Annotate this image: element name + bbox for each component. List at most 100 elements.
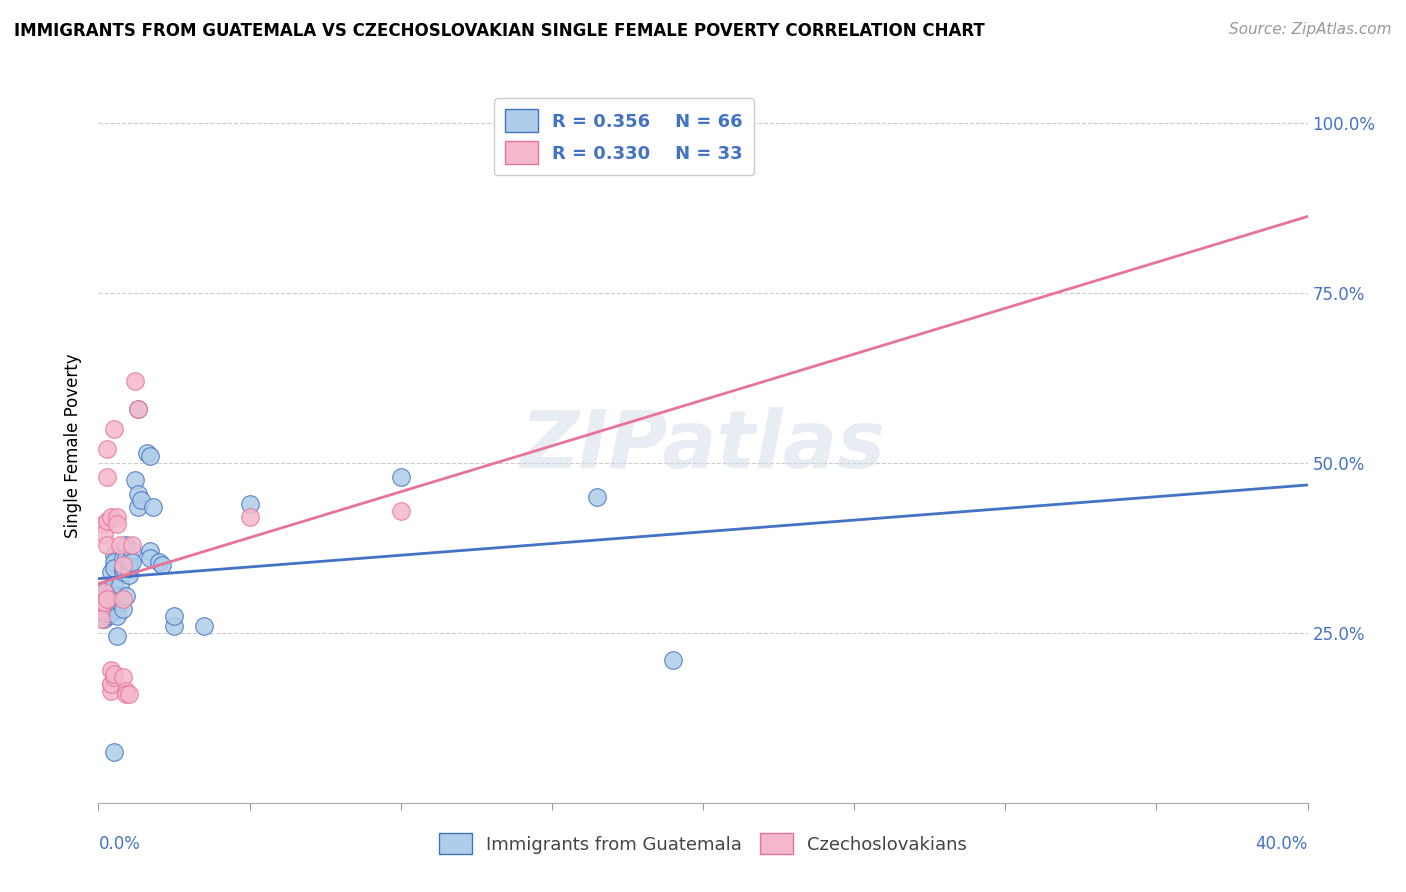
- Point: [108, 578, 131, 592]
- Point: [103, 555, 125, 569]
- Point: [163, 608, 186, 623]
- Point: [127, 486, 149, 500]
- Point: [148, 555, 170, 569]
- Point: [389, 503, 412, 517]
- Point: [135, 446, 157, 460]
- Point: [93, 599, 115, 613]
- Point: [96, 591, 118, 606]
- Point: [100, 683, 122, 698]
- Point: [100, 599, 122, 613]
- Point: [93, 612, 115, 626]
- Point: [96, 582, 118, 596]
- Point: [100, 677, 122, 691]
- Point: [93, 517, 115, 532]
- Point: [114, 589, 136, 603]
- Point: [103, 561, 125, 575]
- Point: [108, 537, 131, 551]
- Point: [124, 473, 146, 487]
- Point: [96, 589, 118, 603]
- Point: [127, 401, 149, 416]
- Point: [111, 561, 134, 575]
- Point: [239, 497, 262, 511]
- Point: [103, 422, 125, 436]
- Point: [103, 745, 125, 759]
- Point: [114, 683, 136, 698]
- Point: [100, 606, 122, 620]
- Text: 0.0%: 0.0%: [98, 835, 141, 853]
- Point: [100, 565, 122, 579]
- Point: [96, 514, 118, 528]
- Text: Source: ZipAtlas.com: Source: ZipAtlas.com: [1229, 22, 1392, 37]
- Point: [114, 687, 136, 701]
- Point: [103, 666, 125, 681]
- Point: [150, 558, 173, 572]
- Point: [111, 670, 134, 684]
- Point: [139, 449, 162, 463]
- Point: [139, 551, 162, 566]
- Point: [100, 677, 122, 691]
- Point: [129, 493, 152, 508]
- Point: [389, 469, 412, 483]
- Point: [103, 578, 125, 592]
- Text: IMMIGRANTS FROM GUATEMALA VS CZECHOSLOVAKIAN SINGLE FEMALE POVERTY CORRELATION C: IMMIGRANTS FROM GUATEMALA VS CZECHOSLOVA…: [14, 22, 984, 40]
- Y-axis label: Single Female Poverty: Single Female Poverty: [65, 354, 83, 538]
- Point: [239, 510, 262, 524]
- Point: [93, 606, 115, 620]
- Point: [96, 602, 118, 616]
- Point: [103, 670, 125, 684]
- Point: [114, 537, 136, 551]
- Point: [105, 510, 128, 524]
- Point: [586, 490, 609, 504]
- Point: [96, 595, 118, 609]
- Point: [105, 595, 128, 609]
- Point: [100, 585, 122, 599]
- Point: [118, 555, 141, 569]
- Point: [108, 595, 131, 609]
- Point: [96, 537, 118, 551]
- Point: [103, 548, 125, 562]
- Legend: Immigrants from Guatemala, Czechoslovakians: Immigrants from Guatemala, Czechoslovaki…: [432, 826, 974, 862]
- Point: [103, 595, 125, 609]
- Point: [118, 687, 141, 701]
- Point: [96, 442, 118, 457]
- Point: [118, 561, 141, 575]
- Point: [93, 527, 115, 541]
- Point: [100, 595, 122, 609]
- Point: [105, 629, 128, 643]
- Point: [118, 561, 141, 575]
- Point: [121, 537, 143, 551]
- Text: 40.0%: 40.0%: [1256, 835, 1308, 853]
- Point: [118, 568, 141, 582]
- Point: [105, 517, 128, 532]
- Point: [93, 595, 115, 609]
- Point: [90, 602, 112, 616]
- Point: [90, 595, 112, 609]
- Text: ZIPatlas: ZIPatlas: [520, 407, 886, 485]
- Point: [139, 544, 162, 558]
- Point: [100, 589, 122, 603]
- Point: [105, 602, 128, 616]
- Point: [127, 401, 149, 416]
- Point: [111, 558, 134, 572]
- Point: [114, 551, 136, 566]
- Point: [121, 544, 143, 558]
- Point: [105, 608, 128, 623]
- Point: [111, 591, 134, 606]
- Point: [93, 585, 115, 599]
- Point: [100, 663, 122, 677]
- Point: [90, 612, 112, 626]
- Point: [90, 602, 112, 616]
- Point: [121, 555, 143, 569]
- Point: [111, 551, 134, 566]
- Point: [111, 565, 134, 579]
- Point: [96, 608, 118, 623]
- Point: [193, 619, 215, 633]
- Point: [96, 469, 118, 483]
- Point: [108, 589, 131, 603]
- Point: [124, 375, 146, 389]
- Point: [662, 653, 685, 667]
- Point: [111, 602, 134, 616]
- Point: [127, 500, 149, 515]
- Point: [96, 606, 118, 620]
- Point: [163, 619, 186, 633]
